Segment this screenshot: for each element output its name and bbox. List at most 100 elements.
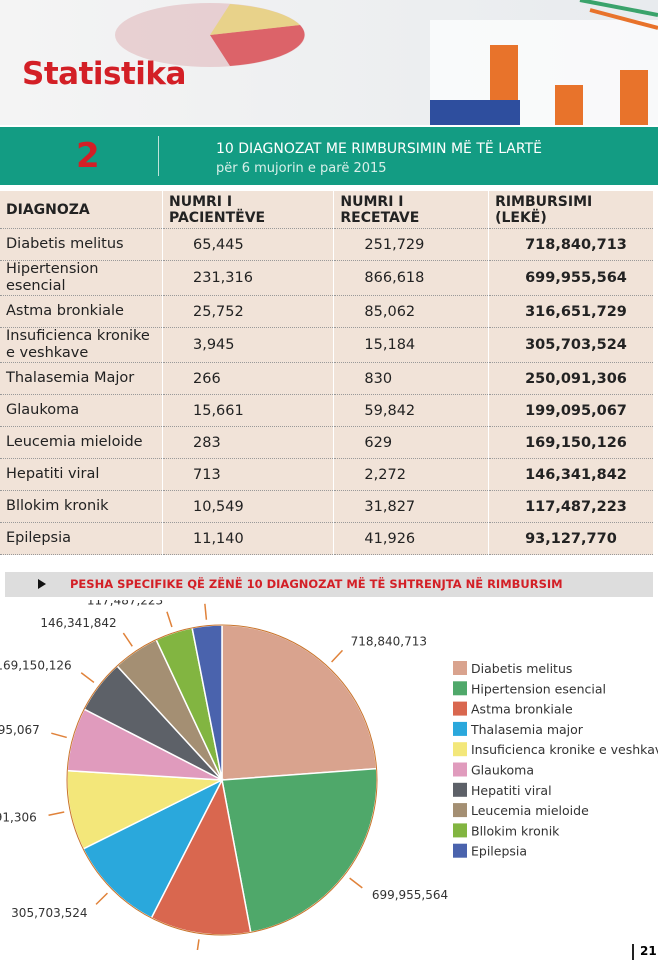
table-row: Astma bronkiale 25,752 85,062 316,651,729 — [0, 295, 653, 328]
title-bar — [0, 127, 658, 185]
legend-label: Hepatiti viral — [471, 783, 552, 798]
legend-swatch — [453, 803, 467, 818]
label-arrow — [80, 672, 95, 684]
table-cell: 59,842 — [333, 394, 489, 427]
legend-swatch — [453, 843, 467, 858]
legend-label: Epilepsia — [471, 844, 527, 859]
table-cell: 2,272 — [333, 458, 489, 491]
legend-swatch — [453, 681, 467, 696]
legend-swatch — [453, 742, 467, 757]
legend-swatch — [453, 701, 467, 716]
pie-chart: 718,840,713699,955,564316,651,729305,703… — [0, 600, 658, 950]
table-cell: 85,062 — [333, 295, 489, 328]
table-row: Thalasemia Major 266 830 250,091,306 — [0, 362, 653, 395]
separator — [158, 136, 159, 176]
legend-label: Diabetis melitus — [471, 661, 572, 676]
table-cell: 93,127,770 — [488, 522, 653, 555]
table-cell: Astma bronkiale — [0, 295, 163, 328]
bullet — [38, 579, 46, 589]
table-cell: 305,703,524 — [488, 327, 653, 363]
table-cell: Insuficienca kronike e veshkave — [0, 327, 163, 363]
page-title: Statistika — [22, 56, 186, 92]
section-title: PESHA SPECIFIKE QË ZËNË 10 DIAGNOZAT MË … — [70, 577, 563, 591]
label-arrow — [122, 632, 133, 647]
table-cell: 718,840,713 — [488, 228, 653, 261]
table-row: Leucemia mieloide 283 629 169,150,126 — [0, 426, 653, 459]
legend-label: Leucemia mieloide — [471, 803, 589, 818]
table-cell: Glaukoma — [0, 394, 163, 427]
table-cell: 65,445 — [161, 228, 334, 261]
label-arrow — [204, 603, 208, 620]
label-arrow — [196, 939, 200, 950]
table-cell: 11,140 — [161, 522, 334, 555]
table-cell: 25,752 — [161, 295, 334, 328]
legend-swatch — [453, 762, 467, 777]
legend-label: Hipertension esencial — [471, 681, 606, 696]
table-cell: 713 — [161, 458, 334, 491]
table-row: Epilepsia 11,140 41,926 93,127,770 — [0, 522, 653, 555]
table-cell: 316,651,729 — [488, 295, 653, 328]
table-cell: Hipertension esencial — [0, 260, 163, 296]
table-cell: 15,661 — [161, 394, 334, 427]
table-cell: 15,184 — [333, 327, 489, 363]
page-number: 21 — [632, 944, 657, 960]
table-cell: 10,549 — [161, 490, 334, 523]
table-cell: 283 — [161, 426, 334, 459]
data-label: 199,095,067 — [0, 723, 40, 737]
legend-swatch — [453, 823, 467, 838]
column-header: NUMRI I RECETAVE — [333, 191, 489, 229]
table-cell: Thalasemia Major — [0, 362, 163, 395]
table-cell: 866,618 — [333, 260, 489, 296]
data-label: 305,703,524 — [11, 906, 87, 920]
table-row: Bllokim kronik 10,549 31,827 117,487,223 — [0, 490, 653, 523]
legend-label: Astma bronkiale — [471, 702, 573, 717]
table-row: Glaukoma 15,661 59,842 199,095,067 — [0, 394, 653, 427]
legend-label: Bllokim kronik — [471, 823, 560, 838]
table-row: Hipertension esencial 231,316 866,618 699,9… — [0, 260, 653, 296]
table-cell: Hepatiti viral — [0, 458, 163, 491]
label-arrow — [48, 811, 65, 816]
table-row: Diabetis melitus 65,445 251,729 718,840,713 — [0, 228, 653, 261]
column-header: NUMRI I PACIENTËVE — [161, 191, 334, 229]
table-subtitle: për 6 mujorin e parë 2015 — [216, 161, 387, 176]
table-cell: Diabetis melitus — [0, 228, 163, 261]
table-title: 10 DIAGNOZAT ME RIMBURSIMIN MË TË LARTË — [216, 141, 542, 157]
column-header: RIMBURSIMI (LEKË) — [488, 191, 653, 229]
banner-decoration — [115, 0, 658, 125]
legend-label: Thalasemia major — [470, 722, 584, 737]
table-row: Hepatiti viral 713 2,272 146,341,842 — [0, 458, 653, 491]
legend-swatch — [453, 782, 467, 797]
data-label: 146,341,842 — [40, 616, 116, 630]
table-cell: 41,926 — [333, 522, 489, 555]
table-cell: 199,095,067 — [488, 394, 653, 427]
data-label: 117,487,223 — [87, 600, 163, 607]
label-arrow — [51, 732, 67, 739]
table-cell: 699,955,564 — [488, 260, 653, 296]
data-label: 699,955,564 — [372, 888, 448, 902]
table-cell: 266 — [161, 362, 334, 395]
table-cell: Bllokim kronik — [0, 490, 163, 523]
table-cell: 117,487,223 — [488, 490, 653, 523]
label-arrow — [95, 892, 108, 905]
section-number: 2 — [76, 136, 100, 176]
data-table: DIAGNOZA NUMRI I PACIENTËVE NUMRI I RECETA… — [0, 191, 653, 555]
label-arrow — [331, 649, 344, 663]
legend-label: Glaukoma — [471, 763, 534, 778]
table-cell: 146,341,842 — [488, 458, 653, 491]
legend-swatch — [453, 721, 467, 736]
table-cell: 250,091,306 — [488, 362, 653, 395]
table-cell: Epilepsia — [0, 522, 163, 555]
label-arrow — [166, 611, 173, 628]
legend-label: Insuficienca kronike e veshkave — [471, 742, 658, 757]
table-cell: 251,729 — [333, 228, 489, 261]
table-cell: 629 — [333, 426, 489, 459]
table-row: Insuficienca kronike e veshkave 3,945 15,1… — [0, 327, 653, 363]
table-cell: 169,150,126 — [488, 426, 653, 459]
section-bar — [5, 572, 653, 597]
table-cell: 231,316 — [161, 260, 334, 296]
label-arrow — [349, 877, 363, 889]
table-cell: 31,827 — [333, 490, 489, 523]
table-cell: 3,945 — [161, 327, 334, 363]
header-row: DIAGNOZA NUMRI I PACIENTËVE NUMRI I RECETA… — [0, 191, 653, 229]
